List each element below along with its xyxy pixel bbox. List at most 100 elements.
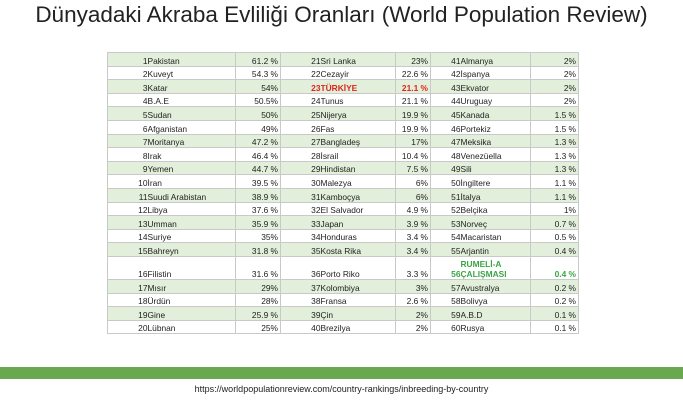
country-cell: RUMELİ-A ÇALIŞMASI xyxy=(460,255,531,280)
country-cell: Brezilya xyxy=(320,319,396,335)
rate-cell: 31.8 % xyxy=(235,242,281,257)
rank-cell: 50 xyxy=(430,174,461,189)
country-cell: İtalya xyxy=(460,187,531,203)
table-row: 20 Lübnan 25% 40 Brezilya 2% 60 Rusya 0.1 % xyxy=(107,319,579,335)
rate-cell: 0.4 % xyxy=(530,242,579,257)
rank-cell: 44 xyxy=(430,92,461,108)
rate-cell: 1.1 % xyxy=(530,187,579,203)
country-cell: Cezayir xyxy=(320,65,396,81)
country-cell: Umman xyxy=(147,215,236,230)
rank-cell: 52 xyxy=(430,201,461,217)
rank-cell: 11 xyxy=(107,187,148,203)
rank-cell: 22 xyxy=(280,65,321,81)
rank-cell: 18 xyxy=(107,292,148,308)
country-cell: Portekiz xyxy=(460,119,531,135)
country-cell: Tunus xyxy=(320,92,396,108)
table-row: 8 Irak 46.4 % 28 İsrail 10.4 % 48 Venezüella 1.3… xyxy=(107,147,579,162)
table-row: 9 Yemen 44.7 % 29 Hindistan 7.5 % 49 Sili 1.3 % xyxy=(107,160,579,176)
rate-cell: 21.1 % xyxy=(395,92,431,108)
country-cell: Suudi Arabistan xyxy=(147,187,236,203)
rank-cell: 31 xyxy=(280,187,321,203)
rank-cell: 14 xyxy=(107,228,148,244)
country-cell: Pakistan xyxy=(147,52,236,67)
rank-cell: 58 xyxy=(430,292,461,308)
rank-cell: 36 xyxy=(280,255,321,280)
rate-cell: 19.9 % xyxy=(395,106,431,121)
rate-cell: 46.4 % xyxy=(235,147,281,162)
rank-cell: 12 xyxy=(107,201,148,217)
rate-cell: 21.1 % xyxy=(395,79,431,94)
rate-cell: 35.9 % xyxy=(235,215,281,230)
country-cell: El Salvador xyxy=(320,201,396,217)
country-cell: Kolombiya xyxy=(320,278,396,294)
rate-cell: 1.3 % xyxy=(530,160,579,176)
rate-cell: 0.7 % xyxy=(530,215,579,230)
country-cell: Suriye xyxy=(147,228,236,244)
country-cell: Fransa xyxy=(320,292,396,308)
rate-cell: 1.3 % xyxy=(530,147,579,162)
rate-cell: 38.9 % xyxy=(235,187,281,203)
rate-cell: 23% xyxy=(395,52,431,67)
country-cell: Kosta Rika xyxy=(320,242,396,257)
rate-cell: 2% xyxy=(395,306,431,321)
country-cell: B.A.E xyxy=(147,92,236,108)
rate-cell: 3.9 % xyxy=(395,215,431,230)
rank-cell: 40 xyxy=(280,319,321,335)
country-cell: İspanya xyxy=(460,65,531,81)
country-cell: Belçika xyxy=(460,201,531,217)
rank-cell: 33 xyxy=(280,215,321,230)
rank-cell: 7 xyxy=(107,133,148,149)
country-cell: Filistin xyxy=(147,255,236,280)
country-cell: Yemen xyxy=(147,160,236,176)
country-cell: Libya xyxy=(147,201,236,217)
rate-cell: 25.9 % xyxy=(235,306,281,321)
table-row: 16 Filistin 31.6 % 36 Porto Riko 3.3 % 56 RUMEL… xyxy=(107,255,579,280)
footer-band xyxy=(0,367,683,379)
table-row: 1 Pakistan 61.2 % 21 Sri Lanka 23% 41 Almanya 2% xyxy=(107,52,579,67)
rank-cell: 35 xyxy=(280,242,321,257)
rank-cell: 4 xyxy=(107,92,148,108)
rank-cell: 49 xyxy=(430,160,461,176)
rate-cell: 61.2 % xyxy=(235,52,281,67)
ranking-table: 1 Pakistan 61.2 % 21 Sri Lanka 23% 41 Almanya 2%… xyxy=(107,52,579,335)
country-cell: Katar xyxy=(147,79,236,94)
country-cell: Arjantin xyxy=(460,242,531,257)
table-row: 7 Moritanya 47.2 % 27 Bangladeş 17% 47 Meksika 1… xyxy=(107,133,579,149)
rate-cell: 2% xyxy=(530,52,579,67)
table-row: 10 İran 39.5 % 30 Malezya 6% 50 İngiltere 1.1 % xyxy=(107,174,579,189)
rate-cell: 3.4 % xyxy=(395,242,431,257)
rank-cell: 29 xyxy=(280,160,321,176)
rank-cell: 48 xyxy=(430,147,461,162)
country-cell: Avustralya xyxy=(460,278,531,294)
rate-cell: 3.4 % xyxy=(395,228,431,244)
rank-cell: 10 xyxy=(107,174,148,189)
country-cell: Norveç xyxy=(460,215,531,230)
country-cell: Japan xyxy=(320,215,396,230)
rank-cell: 6 xyxy=(107,119,148,135)
rank-cell: 41 xyxy=(430,52,461,67)
rate-cell: 22.6 % xyxy=(395,65,431,81)
rate-cell: 1.5 % xyxy=(530,106,579,121)
rank-cell: 39 xyxy=(280,306,321,321)
table-row: 19 Gine 25.9 % 39 Çin 2% 59 A.B.D 0.1 % xyxy=(107,306,579,321)
rank-cell: 42 xyxy=(430,65,461,81)
rank-cell: 26 xyxy=(280,119,321,135)
table-row: 6 Afganistan 49% 26 Fas 19.9 % 46 Portekiz 1.5 % xyxy=(107,119,579,135)
country-cell: Venezüella xyxy=(460,147,531,162)
country-cell: Ekvator xyxy=(460,79,531,94)
table-row: 15 Bahreyn 31.8 % 35 Kosta Rika 3.4 % 55 Arjant… xyxy=(107,242,579,257)
country-cell: Porto Riko xyxy=(320,255,396,280)
rate-cell: 7.5 % xyxy=(395,160,431,176)
rate-cell: 17% xyxy=(395,133,431,149)
rate-cell: 2% xyxy=(530,92,579,108)
rate-cell: 49% xyxy=(235,119,281,135)
rank-cell: 47 xyxy=(430,133,461,149)
rate-cell: 37.6 % xyxy=(235,201,281,217)
rate-cell: 29% xyxy=(235,278,281,294)
rate-cell: 3.3 % xyxy=(395,255,431,280)
rank-cell: 24 xyxy=(280,92,321,108)
rank-cell: 8 xyxy=(107,147,148,162)
country-cell: A.B.D xyxy=(460,306,531,321)
country-cell: Almanya xyxy=(460,52,531,67)
